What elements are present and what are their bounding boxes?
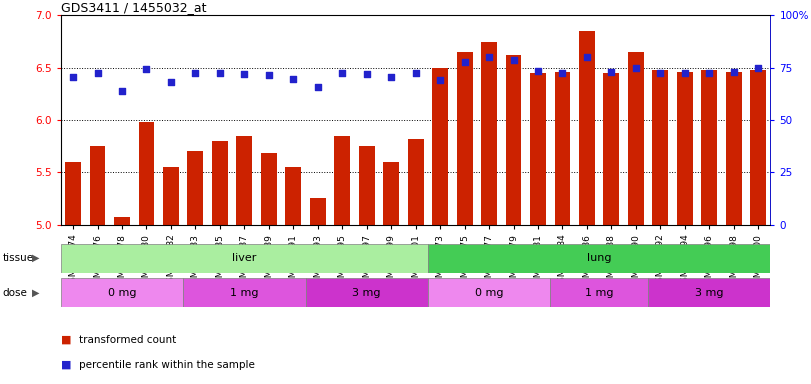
Point bbox=[409, 70, 422, 76]
Point bbox=[654, 70, 667, 76]
Bar bbox=[310, 199, 326, 225]
Text: lung: lung bbox=[587, 253, 611, 263]
Bar bbox=[61, 278, 183, 307]
Bar bbox=[481, 41, 497, 225]
Point bbox=[91, 70, 104, 76]
Point bbox=[556, 70, 569, 76]
Point bbox=[140, 66, 153, 72]
Bar bbox=[187, 151, 204, 225]
Text: 3 mg: 3 mg bbox=[695, 288, 723, 298]
Bar bbox=[428, 278, 550, 307]
Point bbox=[262, 72, 275, 78]
Point bbox=[752, 65, 765, 71]
Bar bbox=[603, 73, 620, 225]
Text: dose: dose bbox=[2, 288, 28, 298]
Point bbox=[67, 74, 79, 80]
Point bbox=[531, 68, 544, 74]
Bar bbox=[334, 136, 350, 225]
Point bbox=[189, 70, 202, 76]
Text: ▶: ▶ bbox=[32, 253, 40, 263]
Text: 1 mg: 1 mg bbox=[230, 288, 259, 298]
Text: 1 mg: 1 mg bbox=[585, 288, 613, 298]
Bar bbox=[432, 68, 448, 225]
Bar bbox=[555, 72, 570, 225]
Text: liver: liver bbox=[232, 253, 256, 263]
Point bbox=[311, 83, 324, 89]
Point bbox=[458, 60, 471, 66]
Text: ▶: ▶ bbox=[32, 288, 40, 298]
Bar bbox=[61, 244, 428, 273]
Text: transformed count: transformed count bbox=[79, 335, 176, 345]
Bar bbox=[285, 167, 301, 225]
Bar bbox=[261, 154, 277, 225]
Bar bbox=[183, 278, 306, 307]
Point bbox=[434, 77, 447, 83]
Bar bbox=[384, 162, 399, 225]
Bar bbox=[726, 72, 742, 225]
Text: ■: ■ bbox=[61, 360, 71, 370]
Point bbox=[507, 57, 520, 63]
Point bbox=[629, 65, 642, 71]
Point bbox=[727, 69, 740, 75]
Bar bbox=[550, 278, 648, 307]
Bar bbox=[648, 278, 770, 307]
Point bbox=[213, 70, 226, 76]
Bar bbox=[702, 70, 717, 225]
Point bbox=[483, 54, 496, 60]
Bar bbox=[750, 70, 766, 225]
Bar bbox=[408, 139, 423, 225]
Point bbox=[384, 74, 397, 80]
Point bbox=[287, 76, 300, 82]
Point bbox=[238, 71, 251, 77]
Bar bbox=[114, 217, 130, 225]
Bar bbox=[236, 136, 252, 225]
Point bbox=[360, 71, 373, 77]
Text: GDS3411 / 1455032_at: GDS3411 / 1455032_at bbox=[61, 1, 206, 14]
Text: percentile rank within the sample: percentile rank within the sample bbox=[79, 360, 255, 370]
Bar bbox=[530, 73, 546, 225]
Bar bbox=[139, 122, 154, 225]
Text: 3 mg: 3 mg bbox=[353, 288, 381, 298]
Bar bbox=[212, 141, 228, 225]
Bar bbox=[652, 70, 668, 225]
Text: tissue: tissue bbox=[2, 253, 33, 263]
Bar bbox=[677, 72, 693, 225]
Text: ■: ■ bbox=[61, 335, 71, 345]
Text: 0 mg: 0 mg bbox=[108, 288, 136, 298]
Bar bbox=[163, 167, 179, 225]
Text: 0 mg: 0 mg bbox=[474, 288, 504, 298]
Bar bbox=[428, 244, 770, 273]
Bar bbox=[306, 278, 428, 307]
Point bbox=[165, 79, 178, 85]
Point bbox=[605, 69, 618, 75]
Bar bbox=[579, 31, 595, 225]
Point bbox=[703, 70, 716, 76]
Point bbox=[678, 70, 691, 76]
Bar bbox=[65, 162, 81, 225]
Bar bbox=[89, 146, 105, 225]
Bar bbox=[505, 55, 521, 225]
Point bbox=[336, 70, 349, 76]
Bar bbox=[358, 146, 375, 225]
Bar bbox=[628, 52, 644, 225]
Point bbox=[115, 88, 128, 94]
Point bbox=[581, 54, 594, 60]
Bar bbox=[457, 52, 473, 225]
